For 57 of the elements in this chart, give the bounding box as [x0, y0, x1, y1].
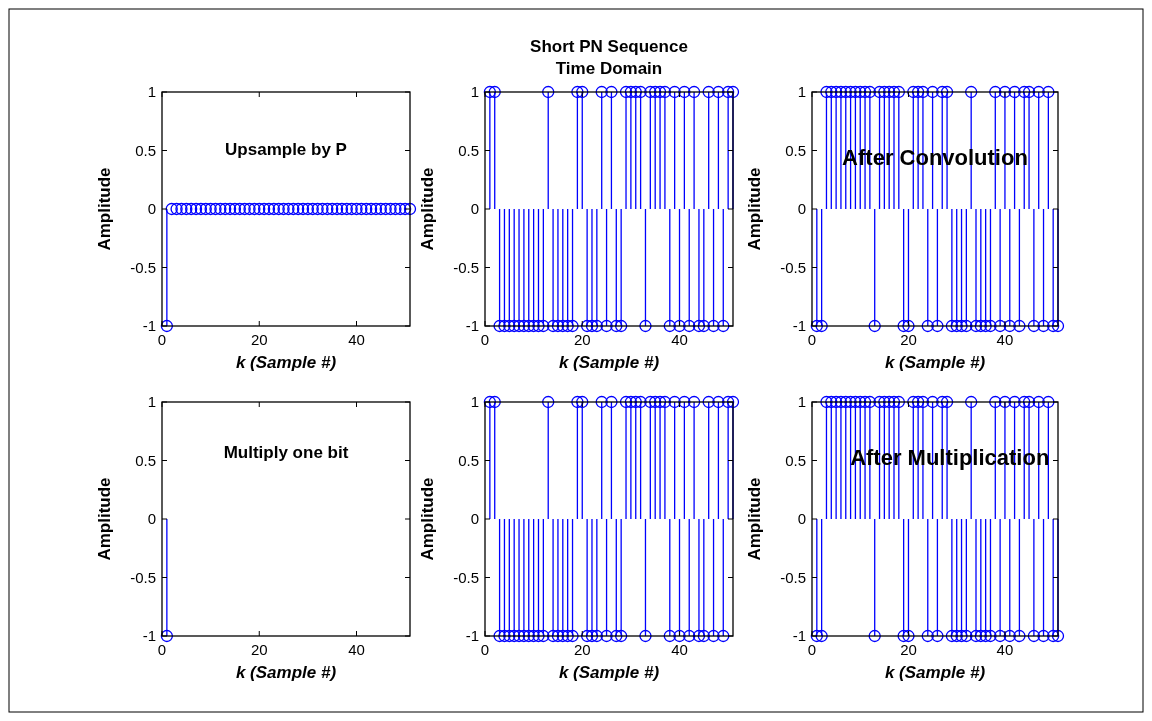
- y-tick-label: -1: [792, 627, 806, 644]
- x-axis-title: k (Sample #): [558, 353, 660, 372]
- y-tick-label: -0.5: [453, 568, 479, 586]
- y-tick-label: 0: [147, 510, 156, 527]
- y-tick-label: 1: [470, 83, 479, 100]
- y-tick-label: 0: [147, 200, 156, 217]
- x-tick-label: 40: [348, 641, 365, 658]
- y-tick-label: 0.5: [135, 141, 156, 159]
- annotation: Upsample by P: [225, 140, 347, 160]
- y-axis-title: Amplitude: [418, 167, 437, 251]
- y-tick-label: 0.5: [785, 141, 806, 159]
- x-axis-title: k (Sample #): [235, 353, 337, 372]
- x-tick-label: 40: [996, 331, 1014, 348]
- y-tick-label: -1: [142, 627, 156, 644]
- y-tick-label: 1: [470, 393, 479, 410]
- x-axis-title: k (Sample #): [235, 663, 337, 682]
- y-tick-label: 0.5: [458, 451, 479, 469]
- y-axis-title: Amplitude: [95, 477, 114, 561]
- chart-title: Short PN Sequence Time Domain: [530, 37, 688, 78]
- y-tick-label: -0.5: [780, 258, 806, 276]
- y-tick-label: 1: [147, 393, 156, 410]
- y-tick-label: -1: [142, 317, 156, 334]
- y-tick-label: -0.5: [130, 568, 156, 586]
- x-axis-title: k (Sample #): [558, 663, 660, 682]
- x-tick-label: 20: [573, 331, 591, 348]
- x-tick-label: 40: [671, 641, 688, 658]
- annotation: Multiply one bit: [223, 443, 349, 463]
- y-tick-label: -0.5: [453, 258, 479, 276]
- y-axis-title: Amplitude: [745, 167, 764, 251]
- x-tick-label: 20: [900, 331, 917, 348]
- y-tick-label: 0.5: [135, 451, 156, 469]
- y-tick-label: -0.5: [780, 568, 806, 586]
- y-tick-label: 0.5: [458, 141, 479, 159]
- y-tick-label: -1: [792, 317, 806, 334]
- x-tick-label: 20: [900, 641, 917, 658]
- x-tick-label: 40: [671, 331, 688, 348]
- y-tick-label: 1: [797, 83, 806, 100]
- y-tick-label: 0: [797, 200, 806, 217]
- y-tick-label: -1: [465, 317, 479, 334]
- x-tick-label: 40: [348, 331, 365, 348]
- y-tick-label: 0.5: [785, 451, 806, 469]
- y-tick-label: -1: [465, 627, 479, 644]
- x-tick-label: 20: [573, 641, 591, 658]
- x-tick-label: 40: [996, 641, 1014, 658]
- y-tick-label: 0: [470, 510, 479, 527]
- y-axis-title: Amplitude: [418, 477, 437, 561]
- x-tick-label: 20: [250, 331, 268, 348]
- y-tick-label: -0.5: [130, 258, 156, 276]
- x-axis-title: k (Sample #): [884, 353, 986, 372]
- x-axis-title: k (Sample #): [884, 663, 986, 682]
- y-tick-label: 1: [797, 393, 806, 410]
- y-axis-title: Amplitude: [745, 477, 764, 561]
- y-tick-label: 0: [797, 510, 806, 527]
- x-tick-label: 20: [250, 641, 268, 658]
- y-axis-title: Amplitude: [95, 167, 114, 251]
- y-tick-label: 0: [470, 200, 479, 217]
- y-tick-label: 1: [147, 83, 156, 100]
